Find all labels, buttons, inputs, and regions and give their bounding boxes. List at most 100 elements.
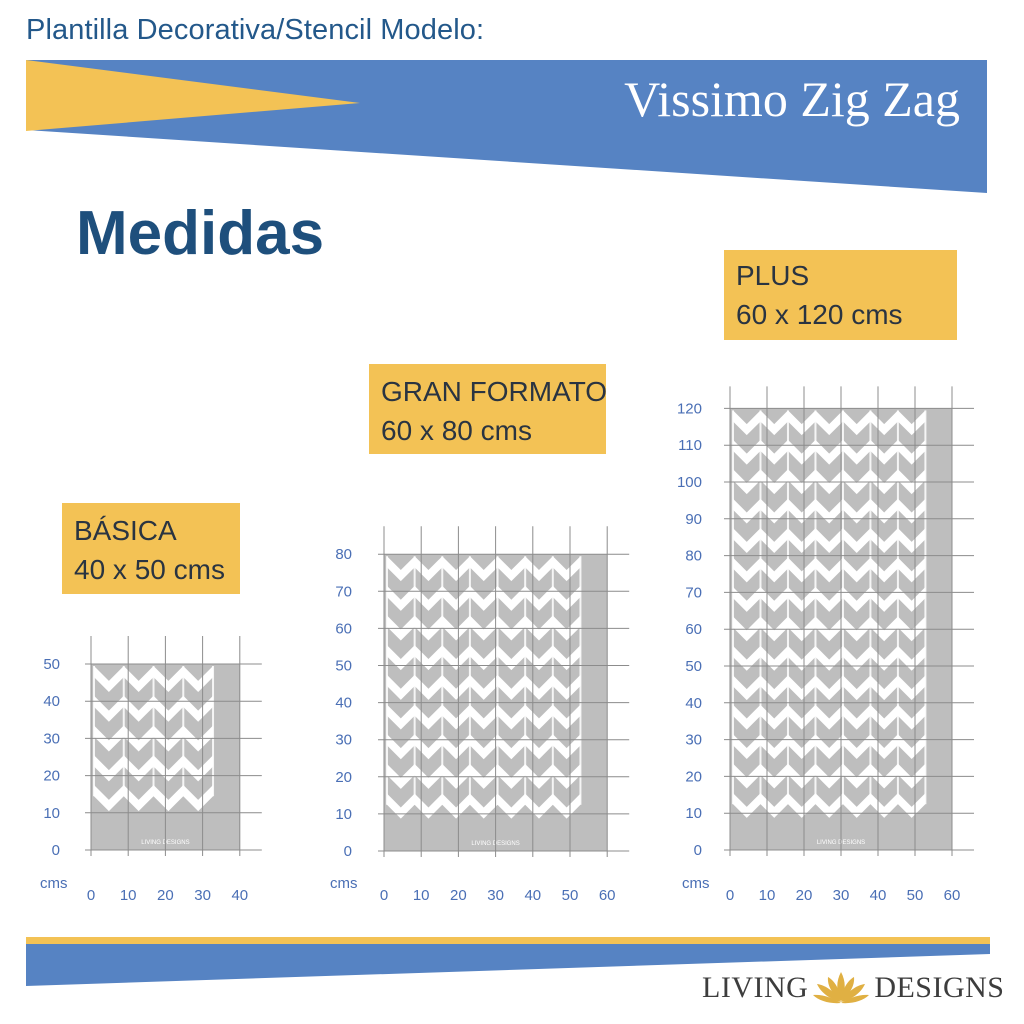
- y-tick-label: 110: [678, 437, 702, 454]
- unit-label: cms: [330, 875, 358, 892]
- y-tick-label: 10: [43, 805, 60, 822]
- y-tick-label: 60: [335, 620, 352, 637]
- x-tick-label: 20: [796, 887, 813, 904]
- y-tick-label: 50: [335, 658, 352, 675]
- chevron-gap: [182, 666, 185, 797]
- unit-label: cms: [40, 875, 68, 892]
- y-tick-label: 40: [685, 695, 702, 712]
- y-tick-label: 40: [335, 695, 352, 712]
- y-tick-label: 80: [335, 546, 352, 563]
- y-tick-label: 10: [685, 805, 702, 822]
- y-tick-label: 0: [694, 842, 702, 859]
- chevron-row: [733, 734, 926, 760]
- y-tick-label: 0: [344, 843, 352, 860]
- chevron-gap: [786, 410, 789, 805]
- chevron-gap: [814, 410, 817, 805]
- x-tick-label: 60: [599, 887, 616, 904]
- chevron-gap: [122, 666, 125, 797]
- x-tick-label: 0: [726, 887, 734, 904]
- unit-label: cms: [682, 875, 710, 892]
- y-tick-label: 100: [677, 474, 702, 491]
- chevron-gap: [496, 556, 499, 805]
- chevron-row: [733, 587, 926, 612]
- size-name: GRAN FORMATO: [381, 376, 608, 407]
- chevron-gap: [413, 556, 416, 805]
- chevron-gap: [759, 410, 762, 805]
- logo-text-right: DESIGNS: [874, 971, 1005, 1004]
- chevron-gap: [869, 410, 872, 805]
- header-banner: [26, 60, 987, 193]
- chevron-row: [387, 556, 581, 582]
- chevron-gap: [579, 556, 582, 805]
- y-tick-label: 20: [685, 768, 702, 785]
- chevron-row: [387, 585, 581, 611]
- chevron-row: [387, 734, 581, 760]
- y-tick-label: 70: [685, 584, 702, 601]
- chevron-row: [733, 410, 926, 436]
- chevron-gap: [212, 666, 215, 797]
- chevron-row: [733, 557, 926, 583]
- size-dimensions: 60 x 80 cms: [381, 415, 532, 446]
- size-dimensions: 60 x 120 cms: [736, 299, 903, 330]
- y-tick-label: 30: [335, 732, 352, 749]
- lotus-icon: [812, 968, 870, 1008]
- x-tick-label: 50: [562, 887, 579, 904]
- y-tick-label: 50: [43, 656, 60, 673]
- x-tick-label: 30: [833, 887, 850, 904]
- chevron-gap: [551, 556, 554, 805]
- page-heading: Medidas: [76, 199, 325, 268]
- y-tick-label: 60: [685, 621, 702, 638]
- y-tick-label: 50: [685, 658, 702, 675]
- chevron-row: [733, 675, 926, 701]
- size-dimensions: 40 x 50 cms: [74, 554, 225, 585]
- size-label-basica: BÁSICA 40 x 50 cms: [62, 503, 240, 594]
- chevron-gap: [386, 556, 388, 805]
- y-tick-label: 10: [335, 806, 352, 823]
- living-designs-logo: LIVING DESIGNS: [702, 966, 1005, 1010]
- chevron-gap: [93, 666, 95, 797]
- size-name: BÁSICA: [74, 515, 177, 546]
- chevron-row: [387, 704, 581, 730]
- x-tick-label: 10: [413, 887, 430, 904]
- size-name: PLUS: [736, 260, 810, 291]
- x-tick-label: 20: [450, 887, 467, 904]
- y-tick-label: 90: [685, 511, 702, 528]
- size-label-plus: PLUS 60 x 120 cms: [724, 250, 957, 340]
- y-tick-label: 30: [43, 730, 60, 747]
- chevron-gap: [924, 410, 927, 805]
- chevron-gap: [441, 556, 444, 805]
- chevron-gap: [841, 410, 844, 805]
- chevron-gap: [152, 666, 155, 797]
- chevron-gap: [732, 410, 734, 805]
- y-tick-label: 40: [43, 693, 60, 710]
- y-tick-label: 70: [335, 583, 352, 600]
- y-tick-label: 20: [43, 768, 60, 785]
- chevron-gap: [524, 556, 527, 805]
- chevron-row: [733, 528, 926, 553]
- x-tick-label: 40: [870, 887, 887, 904]
- x-tick-label: 30: [487, 887, 504, 904]
- x-tick-label: 20: [157, 887, 174, 904]
- logo-text-left: LIVING: [702, 971, 809, 1004]
- template-label: Plantilla Decorativa/Stencil Modelo:: [26, 14, 485, 46]
- x-tick-label: 10: [120, 887, 137, 904]
- product-title: Vissimo Zig Zag: [624, 71, 960, 127]
- chevron-gap: [896, 410, 899, 805]
- y-tick-label: 20: [335, 769, 352, 786]
- size-label-gran-formato: GRAN FORMATO 60 x 80 cms: [369, 364, 608, 454]
- y-tick-label: 120: [677, 400, 702, 417]
- x-tick-label: 0: [87, 887, 95, 904]
- y-tick-label: 0: [52, 842, 60, 859]
- chevron-row: [733, 704, 926, 730]
- y-tick-label: 80: [685, 548, 702, 565]
- x-tick-label: 40: [524, 887, 541, 904]
- y-tick-label: 30: [685, 732, 702, 749]
- x-tick-label: 10: [759, 887, 776, 904]
- x-tick-label: 0: [380, 887, 388, 904]
- x-tick-label: 40: [231, 887, 248, 904]
- chevron-row: [387, 674, 581, 700]
- size-grid-2: LIVING DESIGNS01020304050607080901001101…: [677, 386, 974, 904]
